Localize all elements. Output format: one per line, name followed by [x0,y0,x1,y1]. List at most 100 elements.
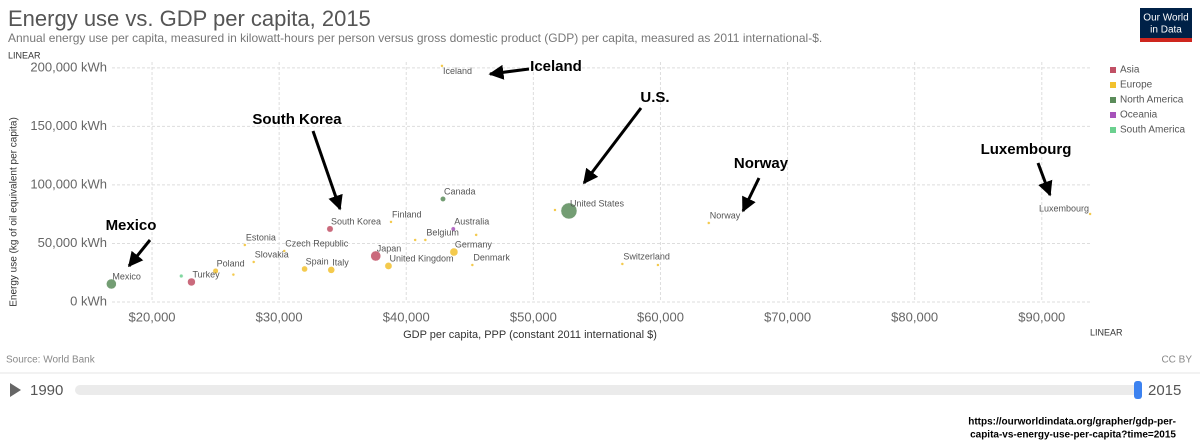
annotation-arrow [1036,162,1053,197]
timeline-end: 2015 [1148,382,1181,399]
source: Source: World Bank [6,355,96,366]
bubble[interactable] [656,263,660,267]
x-tick-label: $20,000 [129,309,176,324]
bubble[interactable] [384,262,393,270]
logo-text: Our World [1143,13,1188,24]
point-label: United Kingdom [389,253,453,263]
bubble[interactable] [301,265,308,273]
x-tick-label: $70,000 [764,309,811,324]
bubble[interactable] [423,238,428,242]
legend-label[interactable]: South America [1120,125,1185,136]
bubble[interactable] [553,208,557,212]
bubble[interactable] [370,250,382,262]
legend-label[interactable]: North America [1120,95,1184,106]
bubble[interactable] [1088,212,1092,216]
bubble[interactable] [243,243,247,247]
x-axis-label: GDP per capita, PPP (constant 2011 inter… [403,329,657,341]
bubble[interactable] [327,266,336,274]
annotation-arrow [741,177,761,213]
point-label: United States [570,198,625,208]
y-tick-label: 0 kWh [70,293,107,308]
point-label: Australia [454,216,489,226]
legend-swatch [1110,127,1116,133]
timeline-start: 1990 [30,382,63,399]
point-label: Iceland [443,66,472,76]
bubble[interactable] [106,278,117,290]
bubble[interactable] [187,277,196,287]
x-tick-label: $50,000 [510,309,557,324]
point-label: Czech Republic [285,238,349,248]
y-tick-label: 150,000 kWh [30,118,107,133]
point-label: Finland [392,209,422,219]
timeline-track[interactable] [75,385,1141,395]
license[interactable]: CC BY [1161,355,1192,366]
annotation: U.S. [640,89,669,106]
logo-box [1140,8,1192,42]
x-tick-label: $30,000 [256,309,303,324]
logo-text: in Data [1150,25,1182,36]
x-tick-label: $90,000 [1018,309,1065,324]
annotation: Iceland [530,58,582,75]
annotation: South Korea [252,111,342,128]
point-label: Slovakia [255,249,289,259]
annotation: Mexico [106,217,157,234]
y-tick-label: 100,000 kWh [30,176,107,191]
bubble[interactable] [440,64,444,68]
bubble[interactable] [179,273,184,279]
point-label: Turkey [192,269,220,279]
logo[interactable]: Our World in Data [1140,8,1192,42]
bubble[interactable] [620,262,625,266]
chart-subtitle: Annual energy use per capita, measured i… [8,31,822,45]
x-tick-label: $60,000 [637,309,684,324]
point-label: South Korea [331,216,381,226]
logo-stripe [1140,38,1192,42]
y-scale-label[interactable]: LINEAR [8,50,41,60]
x-tick-label: $80,000 [891,309,938,324]
annotation: Norway [734,155,789,172]
bubble[interactable] [282,249,286,253]
point-label: Mexico [112,271,141,281]
url-text: https://ourworldindata.org/grapher/gdp-p… [968,417,1176,428]
bubble[interactable] [449,247,459,257]
bubble[interactable] [440,196,446,202]
y-tick-label: 50,000 kWh [38,235,107,250]
y-axis-label: Energy use (kg of oil equivalent per cap… [9,117,20,307]
play-button[interactable] [10,383,21,397]
legend-swatch [1110,82,1116,88]
bubble[interactable] [450,226,456,232]
legend-label[interactable]: Europe [1120,80,1153,91]
point-label: Norway [710,210,741,220]
annotation-arrow [127,239,152,268]
point-label: Canada [444,186,476,196]
legend-swatch [1110,67,1116,73]
bubble[interactable] [389,220,393,224]
url-text: capita-vs-energy-use-per-capita?time=201… [970,430,1176,441]
x-tick-label: $40,000 [383,309,430,324]
point-label: Estonia [246,232,276,242]
bubble[interactable] [707,221,711,225]
bubble[interactable] [326,225,334,233]
annotation-arrow [582,107,643,185]
point-label: Switzerland [623,251,670,261]
point-label: Italy [332,257,349,267]
annotation-arrow [488,64,530,80]
point-label: Germany [455,239,493,249]
bubble[interactable] [212,267,219,274]
point-label: Japan [377,243,402,253]
legend-label[interactable]: Oceania [1120,110,1158,121]
bubble[interactable] [413,238,417,242]
legend-swatch [1110,97,1116,103]
annotation-arrow [311,130,343,211]
x-scale-label[interactable]: LINEAR [1090,327,1123,337]
bubble[interactable] [470,263,475,267]
timeline-handle[interactable] [1134,381,1142,399]
legend-label[interactable]: Asia [1120,65,1140,76]
bubble[interactable] [474,233,478,237]
bubble[interactable] [231,272,236,277]
point-label: Denmark [473,252,510,262]
annotation: Luxembourg [981,141,1072,158]
bubble[interactable] [560,202,578,220]
bubble[interactable] [251,260,256,264]
point-label: Poland [217,258,245,268]
